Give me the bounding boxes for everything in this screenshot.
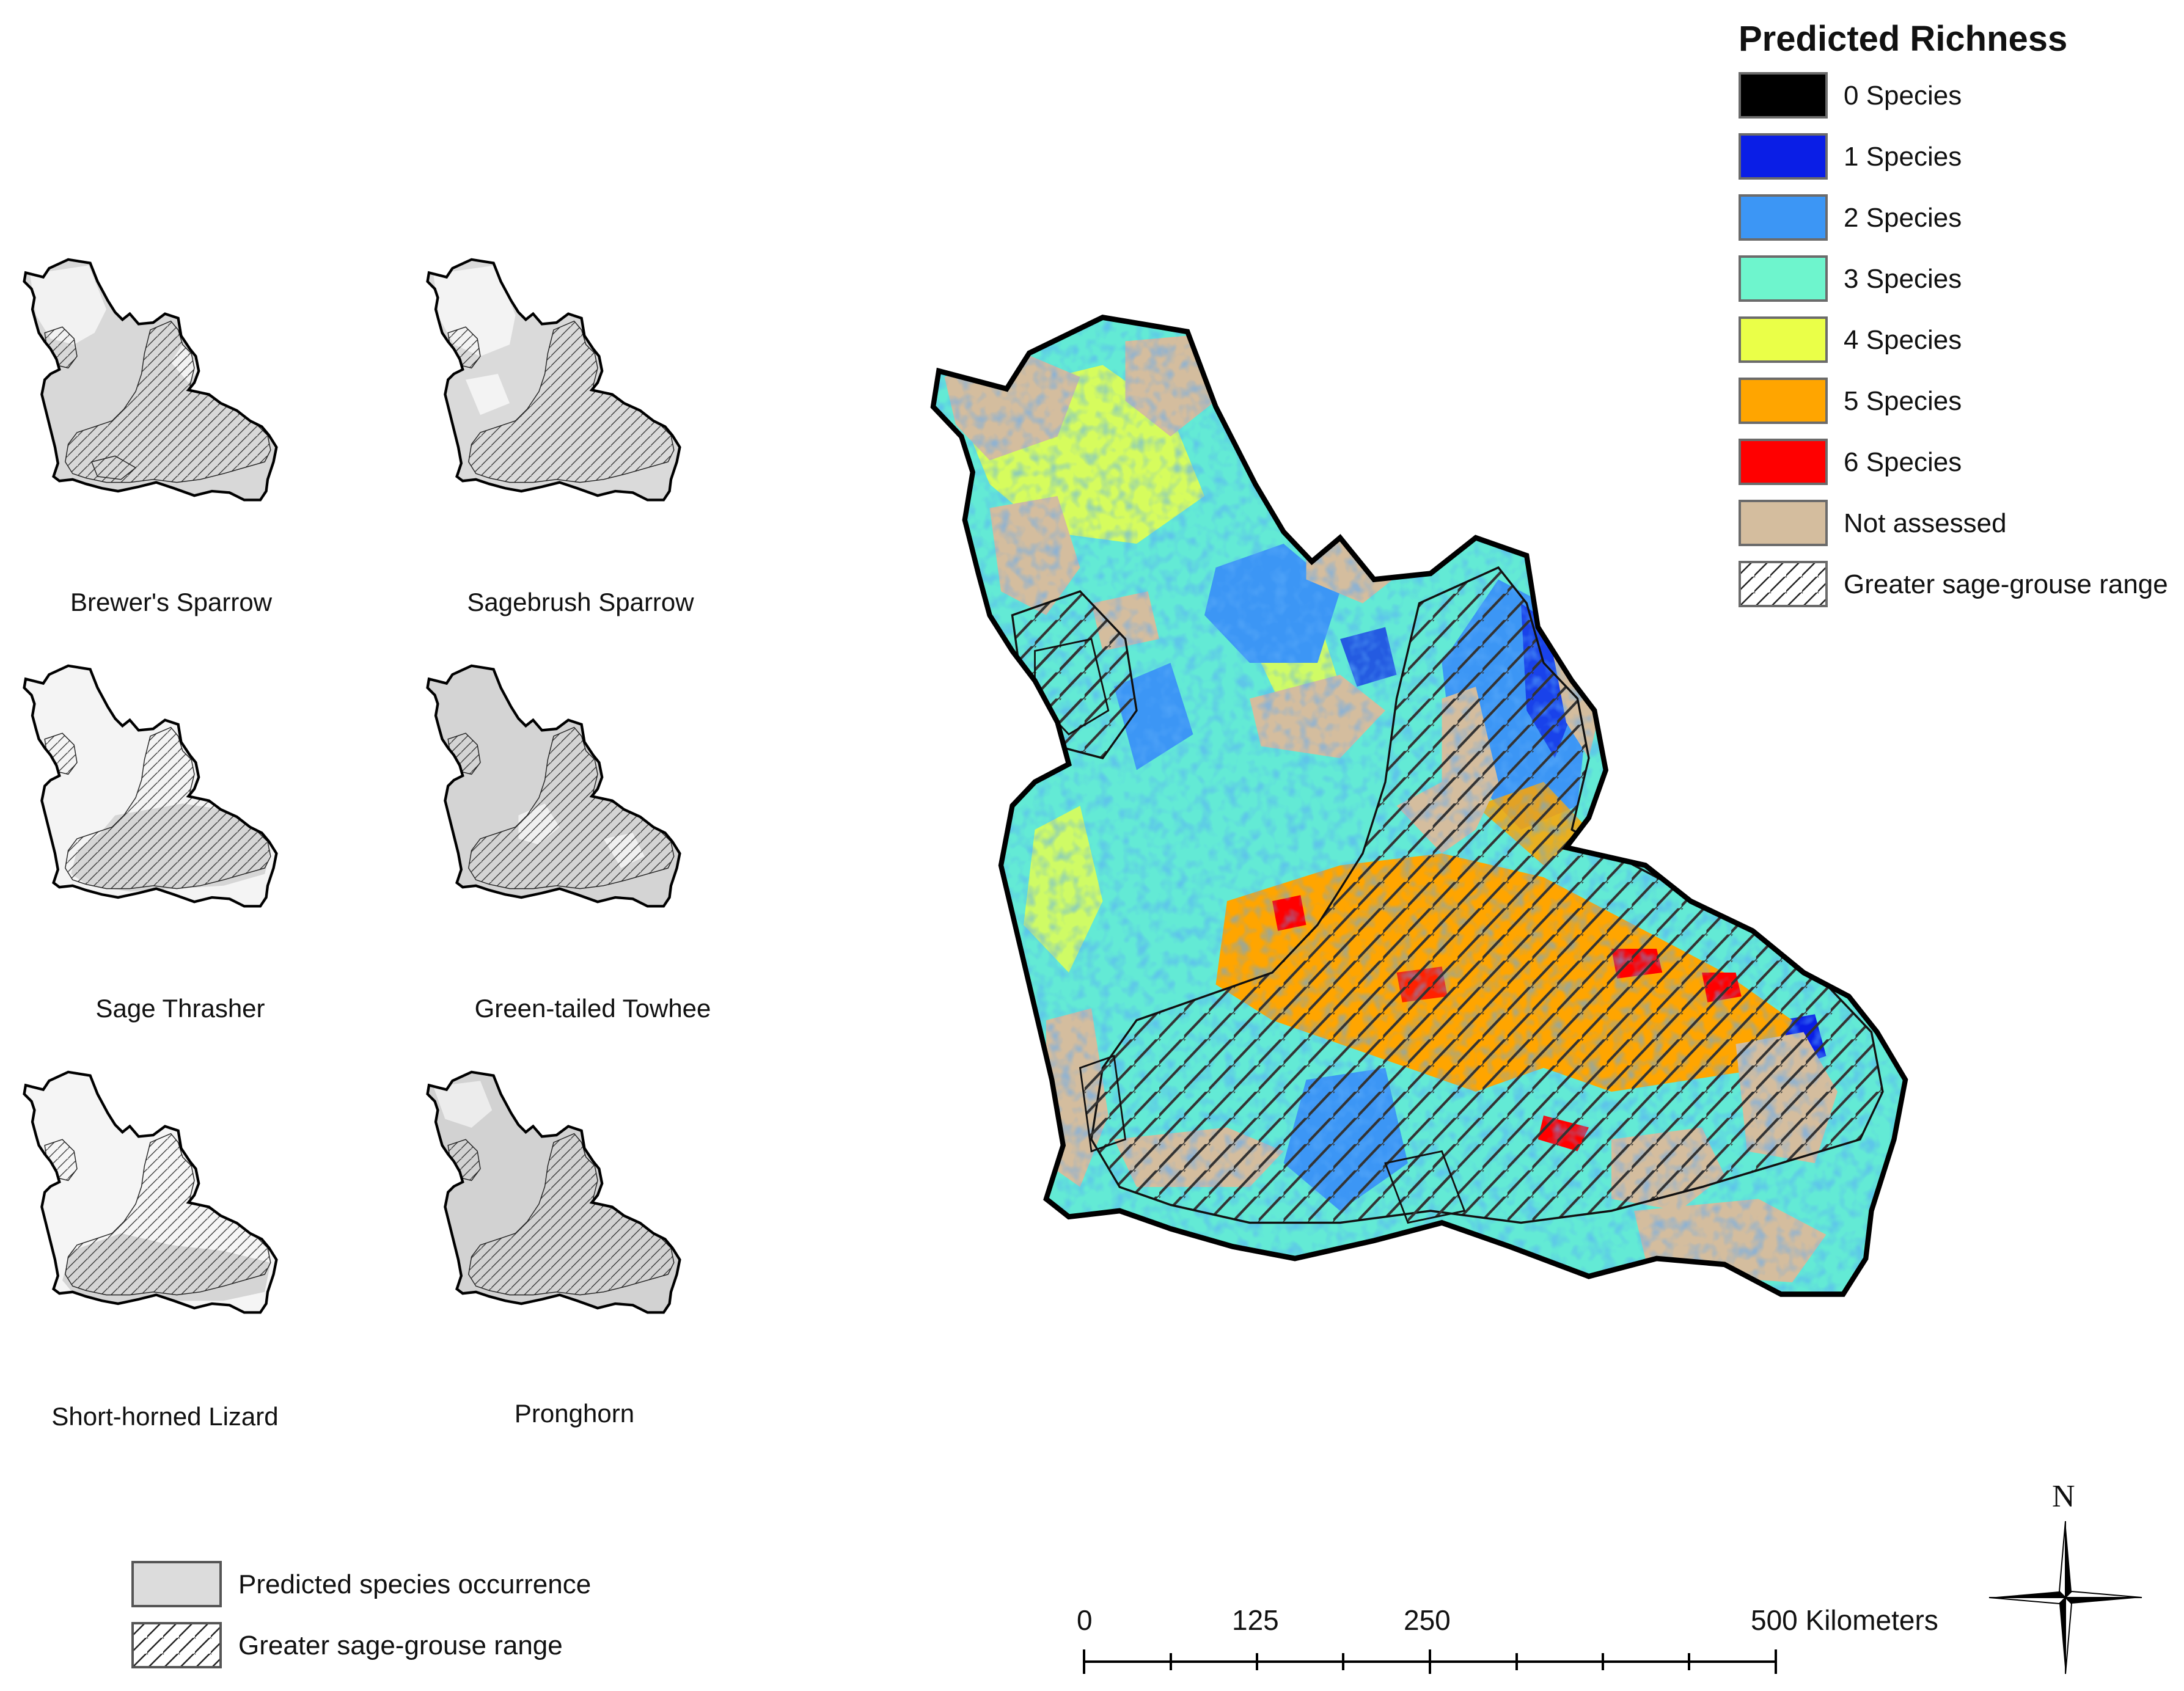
legend-item: 6 Species (1739, 439, 2179, 488)
legend-label: 6 Species (1844, 447, 1962, 477)
legend-swatch (1739, 133, 1828, 180)
scale-tick-label: 125 (1232, 1604, 1279, 1636)
mini-map-label: Brewer's Sparrow (70, 588, 273, 616)
legend-label: 0 Species (1844, 81, 1962, 111)
scale-tick-label: 250 (1404, 1604, 1451, 1636)
legend-item: Greater sage-grouse range (1739, 561, 2179, 610)
legend-title: Predicted Richness (1739, 19, 2068, 59)
legend-item: 1 Species (1739, 133, 2179, 182)
mini-map-label: Green-tailed Towhee (474, 994, 711, 1023)
legend-swatch (1739, 194, 1828, 241)
scale-bar-line (1083, 1649, 1777, 1674)
mini-map-short-horned-lizard (18, 1069, 312, 1362)
legend-item: 3 Species (1739, 255, 2179, 304)
legend-swatch (1739, 439, 1828, 485)
occurrence-legend-item: Greater sage-grouse range (131, 1622, 681, 1668)
occurrence-swatch (131, 1561, 222, 1607)
legend-swatch (1739, 72, 1828, 119)
legend-swatch (1739, 255, 1828, 302)
legend-label: 2 Species (1844, 203, 1962, 233)
legend-item: Not assessed (1739, 500, 2179, 549)
mini-map-label: Sage Thrasher (95, 994, 265, 1023)
compass-rose-icon (1988, 1521, 2142, 1675)
legend-label: Not assessed (1844, 508, 2007, 538)
legend-item: 2 Species (1739, 194, 2179, 243)
legend-label: Greater sage-grouse range (1844, 569, 2168, 599)
mini-map-label: Short-horned Lizard (51, 1402, 279, 1431)
legend-item: 5 Species (1739, 378, 2179, 426)
legend-swatch (1739, 316, 1828, 363)
north-label: N (2052, 1479, 2075, 1514)
occurrence-legend-label: Greater sage-grouse range (238, 1631, 563, 1660)
scale-tick-label: 500 Kilometers (1751, 1604, 1938, 1636)
mini-map-green-tailed-towhee (422, 663, 715, 956)
mini-map-sagebrush-sparrow (422, 257, 715, 550)
mini-map-pronghorn (422, 1069, 715, 1362)
legend-item: 0 Species (1739, 72, 2179, 121)
mini-map-label: Pronghorn (514, 1399, 635, 1428)
legend-label: 3 Species (1844, 264, 1962, 294)
richness-map (911, 305, 2041, 1497)
occurrence-legend-label: Predicted species occurrence (238, 1569, 592, 1599)
legend-label: 1 Species (1844, 142, 1962, 172)
legend-swatch (1739, 378, 1828, 424)
mini-map-sage-thrasher (18, 663, 312, 956)
legend-label: 5 Species (1844, 386, 1962, 416)
hatch-swatch (1739, 561, 1828, 607)
legend-item: 4 Species (1739, 316, 2179, 365)
occurrence-legend-item: Predicted species occurrence (131, 1561, 681, 1607)
mini-map-label: Sagebrush Sparrow (467, 588, 694, 616)
legend-label: 4 Species (1844, 325, 1962, 355)
legend-swatch (1739, 500, 1828, 546)
scale-tick-label: 0 (1077, 1604, 1093, 1636)
hatch-swatch (131, 1622, 222, 1668)
mini-map-brewers-sparrow (18, 257, 312, 550)
